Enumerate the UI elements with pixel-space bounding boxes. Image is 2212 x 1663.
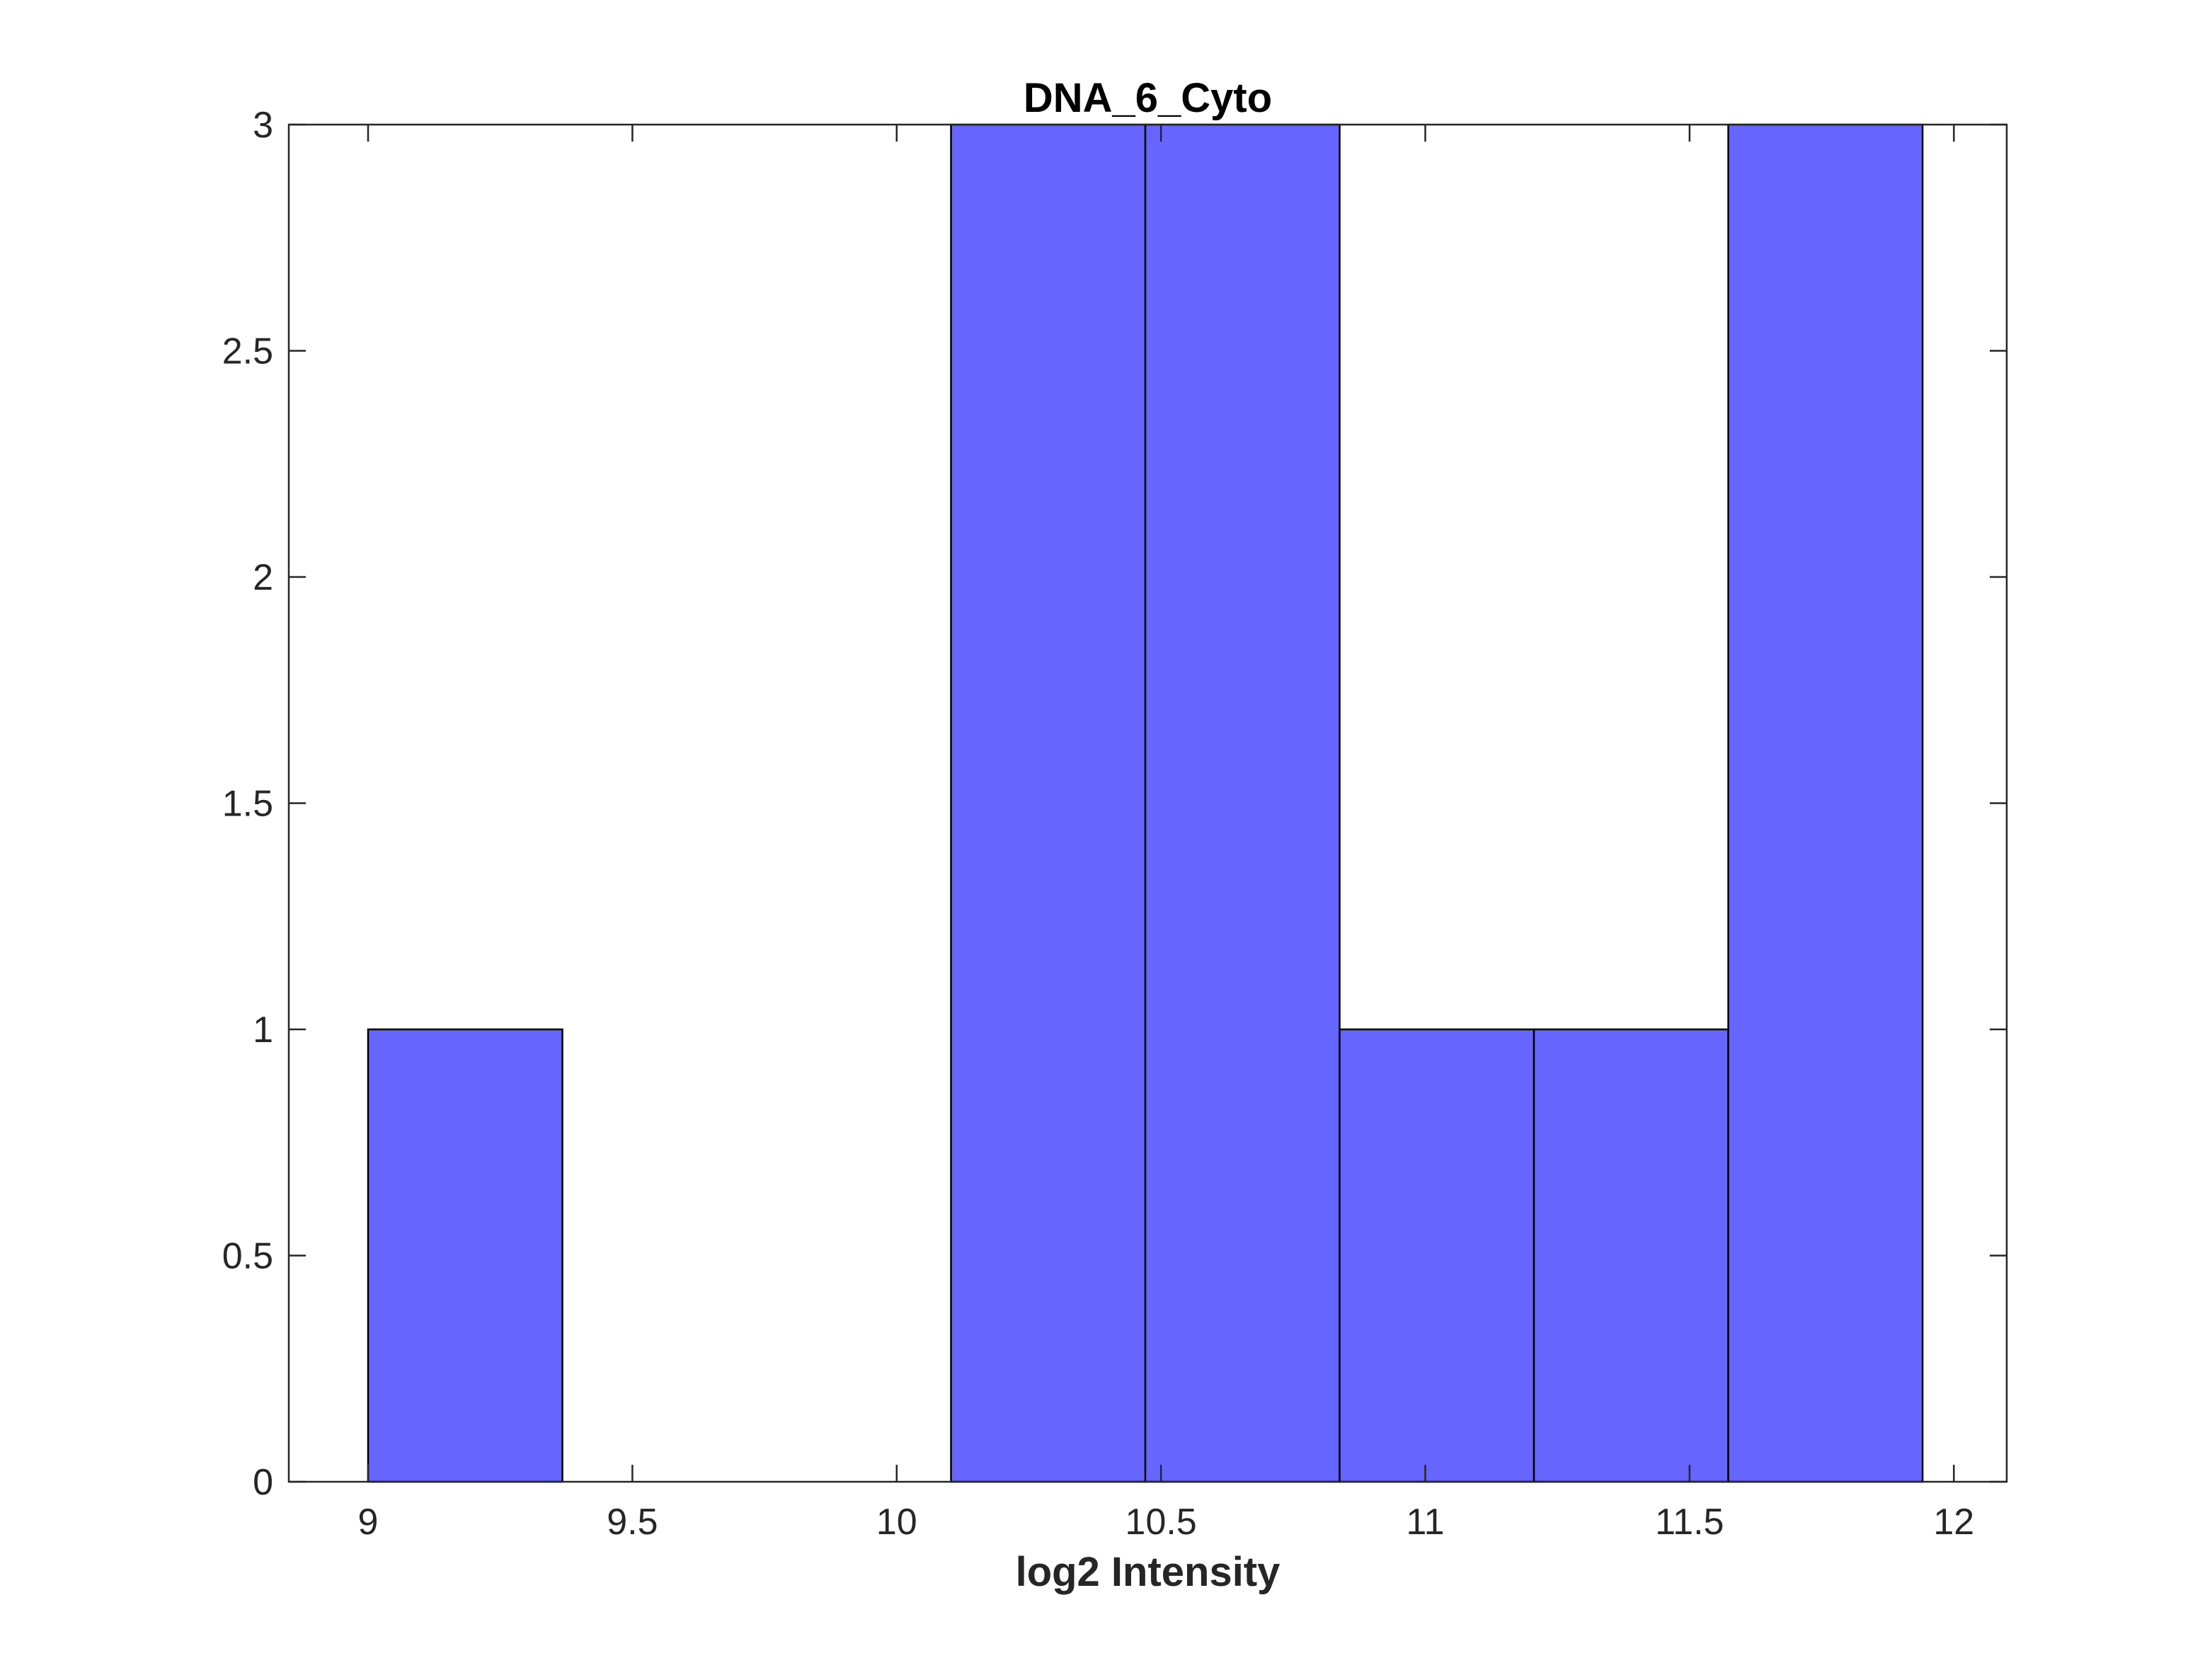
histogram-bar xyxy=(1144,123,1341,1483)
histogram-bars xyxy=(367,123,1924,1483)
x-tick-label: 10 xyxy=(876,1502,917,1543)
y-tick-label: 0 xyxy=(253,1462,273,1503)
histogram-bar xyxy=(950,123,1147,1483)
x-tick-label: 12 xyxy=(1933,1502,1974,1543)
x-tick-label: 11 xyxy=(1406,1502,1445,1543)
x-axis-label: log2 Intensity xyxy=(1016,1549,1280,1595)
histogram-bar xyxy=(1339,1028,1535,1483)
y-tick-label: 2 xyxy=(253,557,273,598)
y-tick-label: 1.5 xyxy=(222,784,273,825)
chart-title: DNA_6_Cyto xyxy=(1024,75,1272,121)
x-tick-label: 9.5 xyxy=(607,1502,658,1543)
axes-box xyxy=(287,123,2008,1483)
histogram-bar xyxy=(367,1028,563,1483)
y-tick-label: 0.5 xyxy=(222,1236,273,1277)
y-tick-label: 2.5 xyxy=(222,331,273,372)
x-tick-label: 11.5 xyxy=(1655,1502,1724,1543)
histogram-bar xyxy=(1532,1028,1729,1483)
y-tick-label: 1 xyxy=(253,1010,273,1051)
y-tick-label: 3 xyxy=(253,105,273,146)
x-tick-label: 9 xyxy=(358,1502,379,1543)
histogram-bar xyxy=(1727,123,1924,1483)
x-tick-label: 10.5 xyxy=(1125,1502,1197,1543)
